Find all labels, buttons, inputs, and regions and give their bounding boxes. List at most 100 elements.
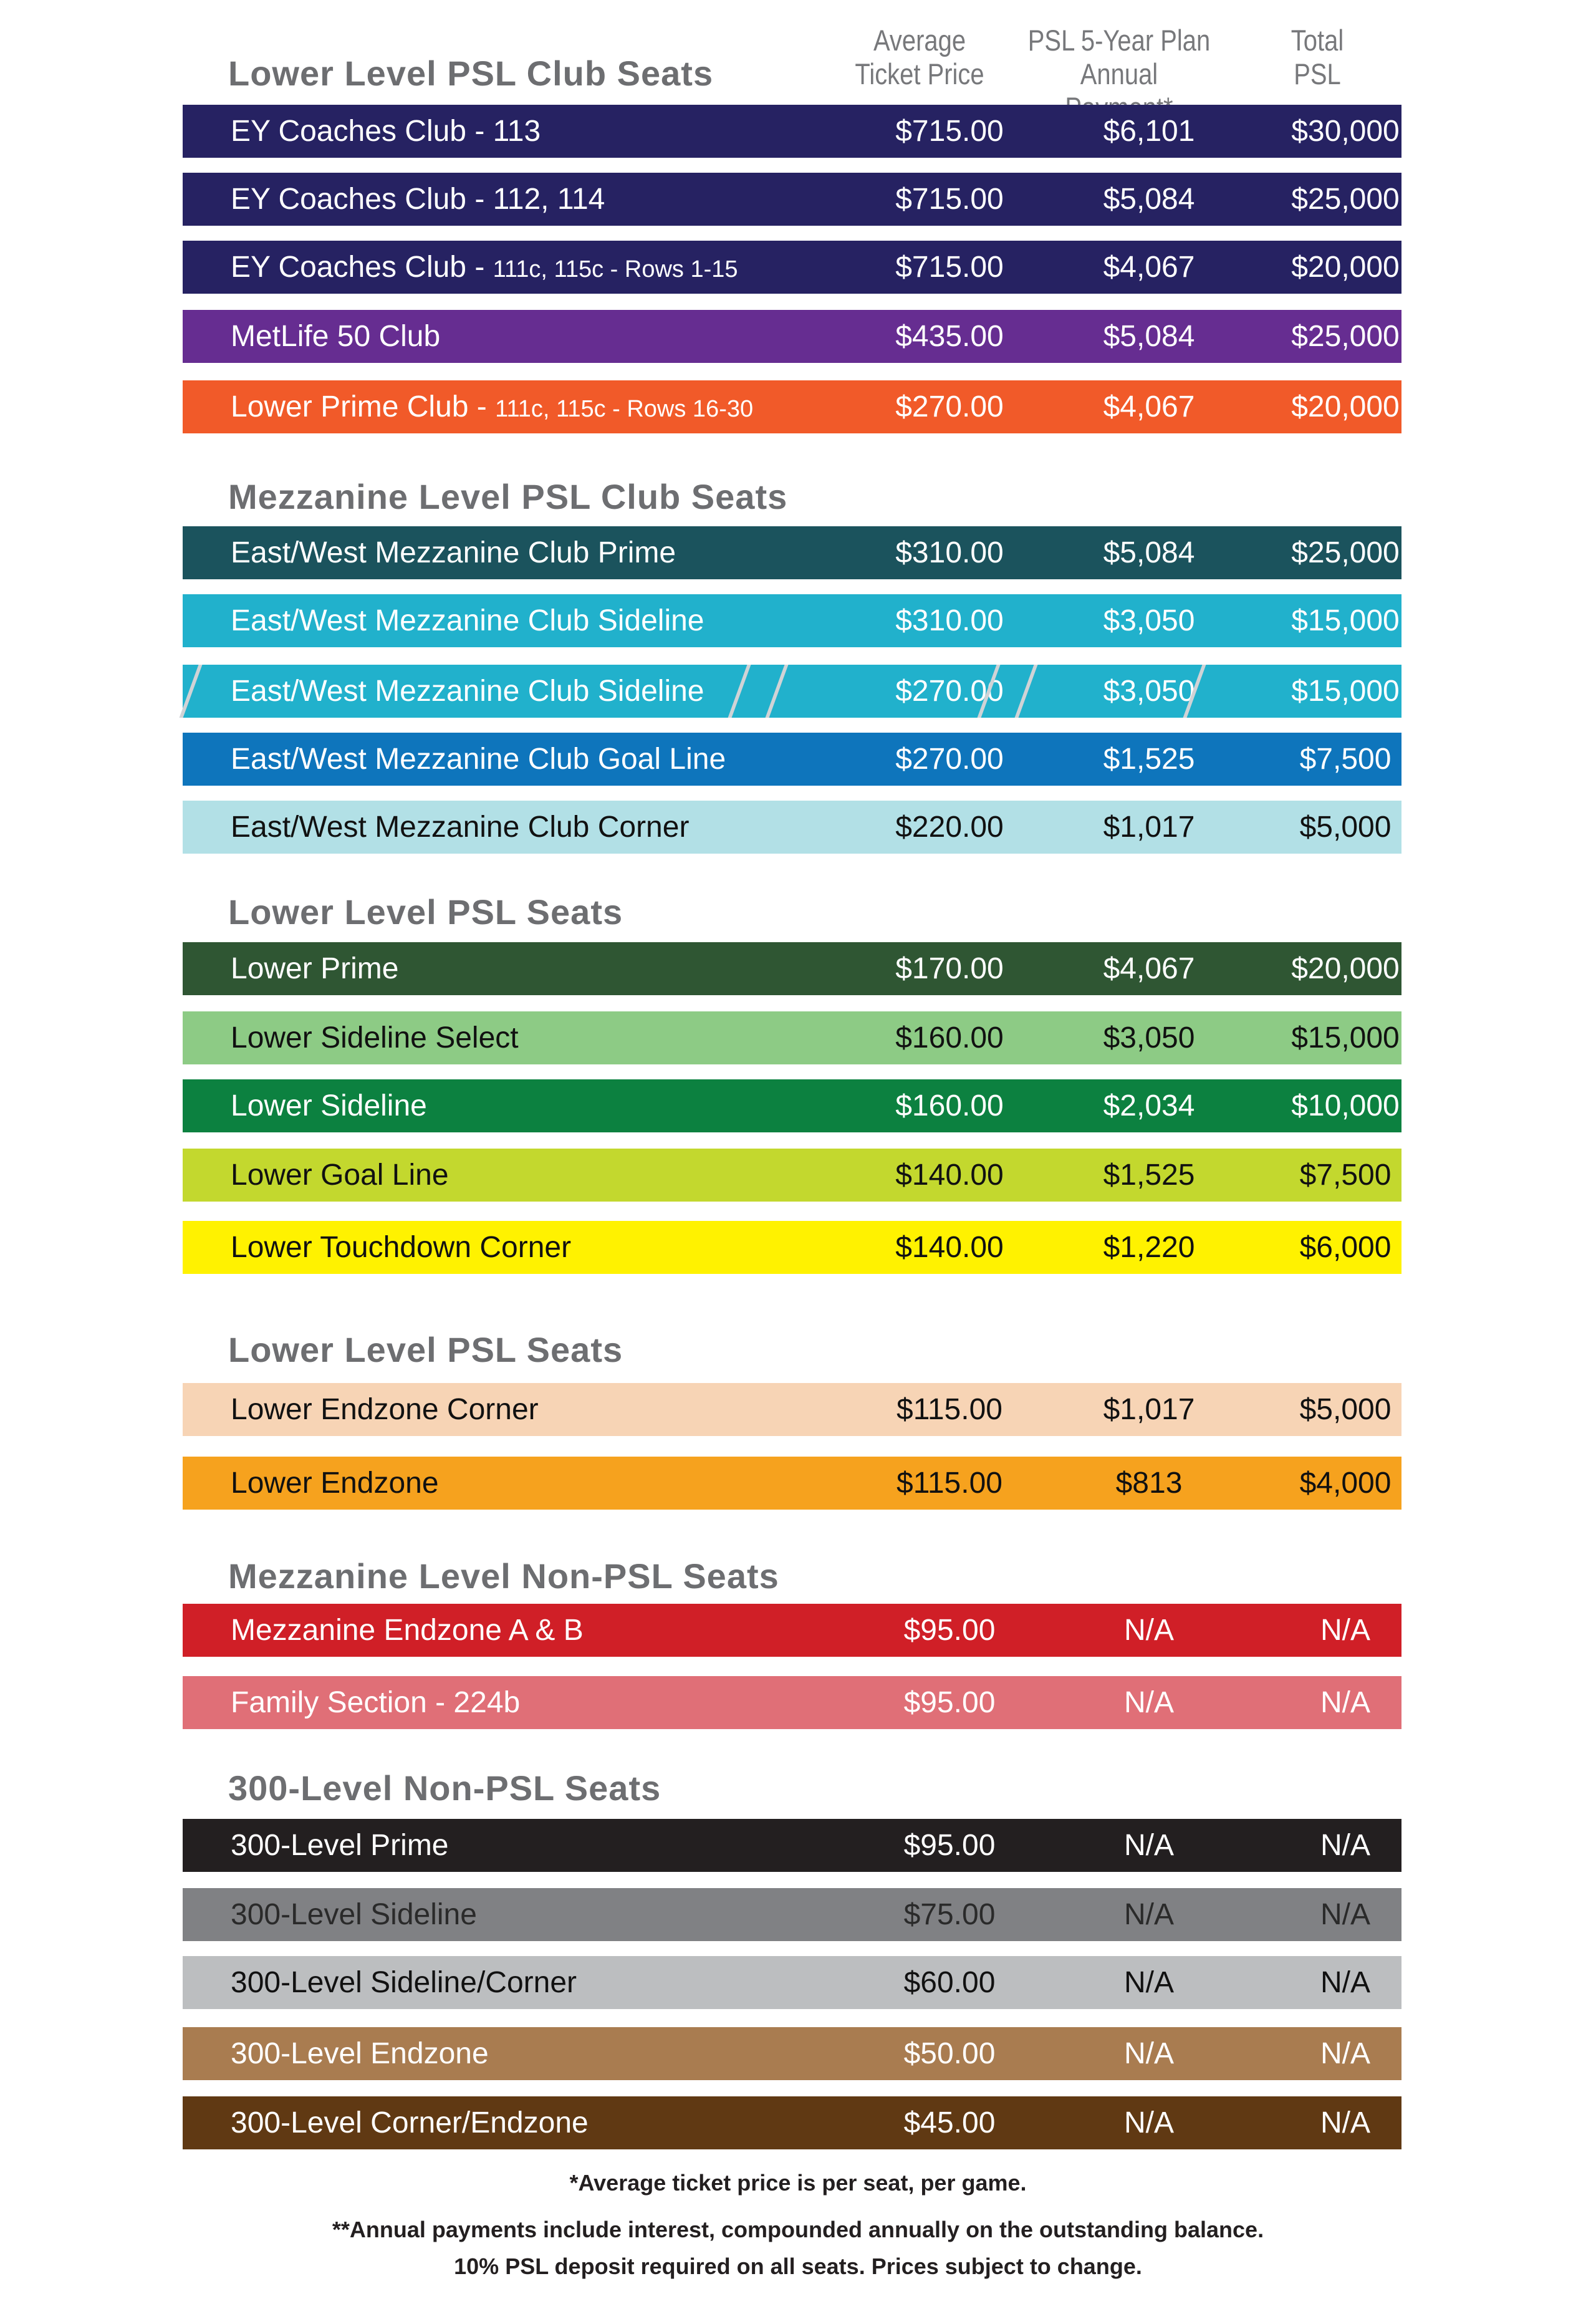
table-row: Lower Endzone $115.00 $813 $4,000 — [183, 1457, 1401, 1510]
table-row: Lower Touchdown Corner $140.00 $1,220 $6,00… — [183, 1221, 1401, 1274]
seat-name: East/West Mezzanine Club Goal Line — [231, 733, 726, 786]
total-psl: $20,000 — [1291, 251, 1400, 284]
annual-payment: $5,084 — [1103, 536, 1195, 569]
seat-label: East/West Mezzanine Club Prime — [231, 536, 676, 569]
annual-payment: N/A — [1123, 1898, 1174, 1931]
seat-label: EY Coaches Club - 113 — [231, 115, 541, 148]
seat-label: Lower Endzone — [231, 1467, 439, 1500]
seat-name: East/West Mezzanine Club Prime — [231, 526, 676, 579]
annual-payment: N/A — [1123, 1829, 1174, 1862]
seat-label: Lower Goal Line — [231, 1159, 449, 1192]
ticket-price: $140.00 — [895, 1159, 1004, 1192]
table-row: Family Section - 224b $95.00 N/A N/A — [183, 1676, 1401, 1729]
table-row: East/West Mezzanine Club Sideline $310.00… — [183, 594, 1401, 647]
header-total-psl: Total PSL — [1222, 24, 1413, 91]
total-psl: N/A — [1320, 2106, 1370, 2139]
annual-payment: $3,050 — [1103, 604, 1195, 637]
section-title: Mezzanine Level Non-PSL Seats — [228, 1556, 779, 1596]
seat-name: 300-Level Sideline/Corner — [231, 1956, 577, 2009]
annual-payment: $813 — [1115, 1467, 1183, 1500]
table-row: Lower Sideline Select $160.00 $3,050 $15,00… — [183, 1011, 1401, 1064]
total-psl: $15,000 — [1291, 675, 1400, 708]
ticket-price: $270.00 — [895, 675, 1004, 708]
seat-label: 300-Level Sideline/Corner — [231, 1966, 577, 1999]
table-row: East/West Mezzanine Club Prime $310.00 $5,… — [183, 526, 1401, 579]
seat-label: EY Coaches Club - 112, 114 — [231, 183, 605, 216]
ticket-price: $160.00 — [895, 1021, 1004, 1054]
seat-label: 300-Level Sideline — [231, 1898, 477, 1931]
seat-name: MetLife 50 Club — [231, 310, 440, 363]
seat-name: Lower Prime — [231, 942, 398, 995]
table-row: EY Coaches Club - 113 $715.00 $6,101 $30,00… — [183, 105, 1401, 158]
ticket-price: $435.00 — [895, 320, 1004, 353]
total-psl: $5,000 — [1299, 1393, 1392, 1426]
total-psl: $6,000 — [1299, 1231, 1392, 1264]
table-row: Lower Prime $170.00 $4,067 $20,000 — [183, 942, 1401, 995]
footnote: **Annual payments include interest, comp… — [332, 2217, 1264, 2242]
section-title: Mezzanine Level PSL Club Seats — [228, 477, 788, 516]
annual-payment: $6,101 — [1103, 115, 1195, 148]
seat-name: Lower Endzone — [231, 1457, 439, 1510]
annual-payment: $2,034 — [1103, 1089, 1195, 1122]
table-row: East/West Mezzanine Club Sideline $270.00… — [179, 665, 1401, 718]
total-psl: $30,000 — [1291, 115, 1400, 148]
total-psl: $7,500 — [1299, 743, 1392, 776]
seat-name: 300-Level Prime — [231, 1819, 449, 1872]
annual-payment: $1,525 — [1103, 743, 1195, 776]
footnote: 10% PSL deposit required on all seats. P… — [454, 2254, 1142, 2279]
ticket-price: $95.00 — [903, 1614, 996, 1647]
section-title: Lower Level PSL Seats — [228, 1330, 623, 1369]
header-line: Total — [1291, 24, 1344, 57]
table-row: 300-Level Corner/Endzone $45.00 N/A N/A — [183, 2096, 1401, 2149]
seat-label: Family Section - 224b — [231, 1686, 521, 1719]
table-row: 300-Level Endzone $50.00 N/A N/A — [183, 2027, 1401, 2080]
annual-payment: $1,017 — [1103, 1393, 1195, 1426]
ticket-price: $310.00 — [895, 604, 1004, 637]
ticket-price: $115.00 — [897, 1393, 1002, 1426]
annual-payment: N/A — [1123, 2037, 1174, 2070]
annual-payment: N/A — [1123, 2106, 1174, 2139]
total-psl: N/A — [1320, 1966, 1370, 1999]
table-row: East/West Mezzanine Club Goal Line $270.0… — [183, 733, 1401, 786]
seat-name: Lower Sideline — [231, 1079, 427, 1132]
annual-payment: $4,067 — [1103, 952, 1195, 985]
seat-name: Lower Endzone Corner — [231, 1383, 539, 1436]
seat-label: East/West Mezzanine Club Corner — [231, 811, 690, 844]
total-psl: $25,000 — [1291, 320, 1400, 353]
annual-payment: $4,067 — [1103, 251, 1195, 284]
ticket-price: $60.00 — [903, 1966, 996, 1999]
table-row: 300-Level Sideline $75.00 N/A N/A — [183, 1888, 1401, 1941]
ticket-price: $45.00 — [903, 2106, 996, 2139]
seat-label: East/West Mezzanine Club Goal Line — [231, 743, 726, 776]
total-psl: $4,000 — [1299, 1467, 1392, 1500]
table-row: EY Coaches Club - 112, 114 $715.00 $5,084 $… — [183, 173, 1401, 226]
header-line: Average — [873, 24, 966, 57]
total-psl: N/A — [1320, 1829, 1370, 1862]
ticket-price: $170.00 — [895, 952, 1004, 985]
seat-name: 300-Level Endzone — [231, 2027, 489, 2080]
ticket-price: $270.00 — [895, 743, 1004, 776]
total-psl: N/A — [1320, 1686, 1370, 1719]
ticket-price: $220.00 — [895, 811, 1004, 844]
seat-name: East/West Mezzanine Club Sideline — [231, 665, 704, 718]
seat-name: Lower Goal Line — [231, 1149, 449, 1202]
table-row: 300-Level Sideline/Corner $60.00 N/A N/A — [183, 1956, 1401, 2009]
seat-label: Lower Prime — [231, 952, 399, 985]
seat-label: 300-Level Corner/Endzone — [231, 2106, 589, 2139]
ticket-price: $715.00 — [895, 251, 1004, 284]
seat-name: East/West Mezzanine Club Corner — [231, 801, 689, 854]
seat-name: EY Coaches Club - 112, 114 — [231, 173, 605, 226]
annual-payment: N/A — [1123, 1686, 1174, 1719]
stripe-mark — [179, 665, 203, 718]
seat-label: 300-Level Prime — [231, 1829, 449, 1862]
seat-name: Mezzanine Endzone A & B — [231, 1604, 584, 1657]
total-psl: $5,000 — [1299, 811, 1392, 844]
table-row: East/West Mezzanine Club Corner $220.00 $1… — [183, 801, 1401, 854]
section-title: Lower Level PSL Club Seats — [228, 54, 714, 93]
seat-sections: 111c, 115c - Rows 16-30 — [495, 396, 754, 422]
total-psl: N/A — [1320, 1614, 1370, 1647]
table-row: MetLife 50 Club $435.00 $5,084 $25,000 — [183, 310, 1401, 363]
annual-payment: $3,050 — [1103, 675, 1195, 708]
seat-label: MetLife 50 Club — [231, 320, 441, 353]
ticket-price: $160.00 — [895, 1089, 1004, 1122]
